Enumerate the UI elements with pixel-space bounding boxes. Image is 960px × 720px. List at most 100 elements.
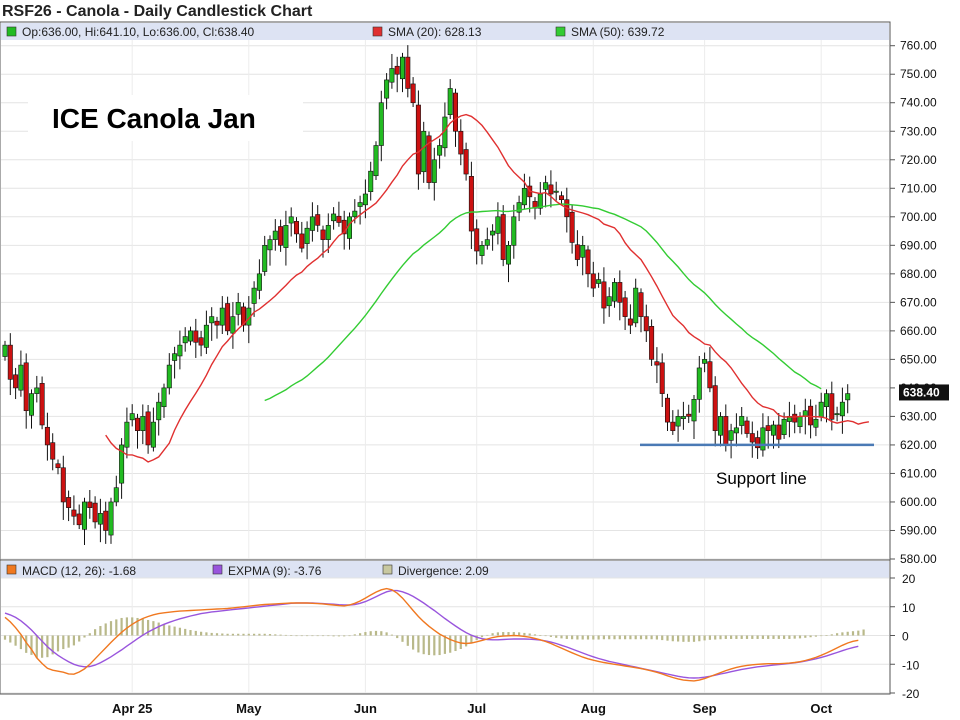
candle [135, 413, 141, 449]
chart-title: RSF26 - Canola - Daily Candlestick Chart [2, 3, 313, 20]
ohlc-legend-swatch [6, 26, 17, 37]
price-tick-label: 690.00 [900, 238, 937, 252]
indicator-lines [4, 113, 870, 682]
candle [437, 138, 443, 169]
divergence-bar [359, 633, 362, 636]
divergence-bar [703, 635, 706, 641]
divergence-legend: Divergence: 2.09 [398, 564, 489, 578]
candle-up-body [511, 216, 517, 246]
candle [569, 205, 575, 254]
divergence-bar [661, 635, 664, 641]
divergence-bar [35, 635, 38, 658]
candle [580, 235, 586, 276]
candle [733, 413, 739, 447]
divergence-bar [306, 635, 309, 637]
candle-down-body [558, 195, 564, 200]
candle-up-body [543, 182, 549, 190]
candle-down-body [500, 214, 506, 260]
divergence-bar [486, 634, 489, 636]
price-tick-label: 750.00 [900, 67, 937, 81]
candle [55, 459, 61, 475]
candle-up-body [362, 193, 368, 206]
candle [150, 407, 156, 452]
divergence-bar [327, 635, 330, 637]
candle-up-body [823, 393, 829, 408]
divergence-bar [178, 627, 181, 636]
divergence-bar [555, 635, 558, 638]
candle [39, 376, 45, 430]
candle-down-body [92, 502, 98, 523]
candle [34, 375, 40, 403]
divergence-bar [157, 622, 160, 636]
candle-down-body [776, 424, 782, 440]
candle [458, 119, 464, 166]
candle [431, 147, 437, 201]
candle [145, 405, 151, 454]
divergence-bar [698, 635, 701, 642]
candle-up-body [97, 513, 103, 525]
candle [643, 304, 649, 342]
divergence-bar [215, 633, 219, 636]
divergence-bar [390, 634, 393, 636]
divergence-bar [671, 635, 674, 642]
candle [378, 90, 384, 162]
divergence-bar [205, 632, 208, 636]
divergence-bar [507, 632, 510, 636]
divergence-bar [830, 634, 833, 636]
divergence-bar [745, 635, 749, 639]
candle-up-body [172, 353, 178, 361]
candle [405, 45, 411, 98]
candle-down-body [336, 215, 342, 223]
candle-up-body [18, 364, 24, 391]
candle [606, 287, 612, 317]
candle [712, 376, 718, 447]
divergence-bar [25, 635, 28, 653]
candle [230, 302, 236, 349]
divergence-bar [19, 635, 22, 650]
candle [601, 267, 607, 324]
candle [18, 350, 24, 397]
candle-up-body [484, 239, 490, 246]
candle-up-body [839, 401, 845, 417]
candle [28, 389, 34, 429]
candle [516, 195, 522, 222]
divergence-bar [491, 633, 494, 636]
candle [670, 410, 676, 435]
candle-down-body [686, 413, 692, 417]
ohlc-legend: Op:636.00, Hi:641.10, Lo:636.00, Cl:638.… [22, 25, 254, 39]
candle [426, 131, 432, 190]
sma20-legend-swatch [372, 26, 383, 37]
price-tick-label: 610.00 [900, 466, 937, 480]
divergence-bar [396, 635, 399, 639]
candle-up-body [702, 359, 708, 364]
candle-down-body [241, 306, 247, 326]
divergence-bar [655, 635, 658, 640]
candle [92, 496, 98, 529]
candle-down-body [755, 437, 761, 449]
candle-up-body [177, 344, 183, 357]
divergence-bar [210, 632, 213, 636]
divergence-bar [682, 635, 685, 642]
divergence-bar [862, 629, 865, 636]
divergence-bar [67, 635, 70, 648]
candle-up-body [251, 287, 257, 304]
candle [272, 219, 278, 251]
divergence-bar [761, 635, 764, 639]
candle-up-body [505, 245, 511, 265]
divergence-bar [162, 624, 166, 636]
divergence-bar [608, 635, 611, 640]
candle-down-body [712, 385, 718, 431]
divergence-bar [353, 634, 356, 636]
divergence-bar [825, 635, 828, 636]
divergence-bar [136, 617, 139, 636]
candle [691, 395, 697, 439]
candle [331, 207, 337, 230]
divergence-bar [443, 635, 446, 654]
candle [543, 175, 549, 208]
divergence-bar [565, 635, 568, 639]
candle [262, 235, 268, 276]
candle [219, 296, 225, 335]
candle [548, 170, 554, 208]
divergence-legend-swatch [382, 564, 393, 575]
candle-up-body [124, 421, 130, 448]
